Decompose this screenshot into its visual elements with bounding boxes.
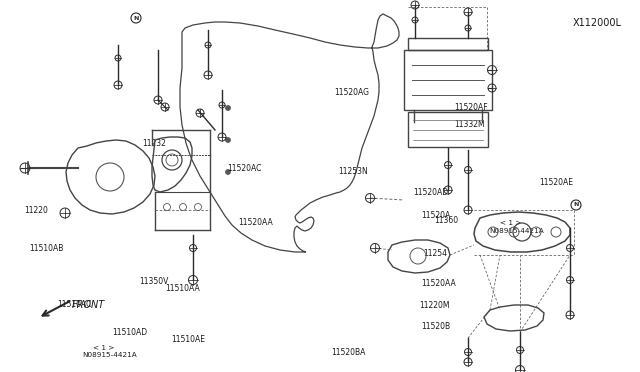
Text: 11520AC: 11520AC bbox=[227, 164, 262, 173]
Text: 11520A: 11520A bbox=[421, 211, 451, 219]
Text: 11232: 11232 bbox=[142, 139, 166, 148]
Text: 11220: 11220 bbox=[24, 206, 48, 215]
Text: 11510AE: 11510AE bbox=[172, 335, 205, 344]
Circle shape bbox=[225, 170, 230, 174]
Text: 11360: 11360 bbox=[434, 216, 458, 225]
Text: N08915-4421A: N08915-4421A bbox=[490, 228, 545, 234]
Text: < 1 >: < 1 > bbox=[500, 220, 522, 226]
Text: X112000L: X112000L bbox=[573, 18, 622, 28]
Circle shape bbox=[225, 106, 230, 110]
Text: 11520B: 11520B bbox=[421, 322, 451, 331]
Text: 11520AA: 11520AA bbox=[238, 218, 273, 227]
Text: N08915-4421A: N08915-4421A bbox=[82, 352, 137, 358]
Text: 11520AD: 11520AD bbox=[413, 188, 448, 197]
Text: 11350V: 11350V bbox=[140, 278, 169, 286]
Text: 11520AF: 11520AF bbox=[454, 103, 488, 112]
Text: 11520BA: 11520BA bbox=[332, 348, 366, 357]
Bar bbox=[408, 112, 488, 147]
Text: 11520AE: 11520AE bbox=[539, 178, 573, 187]
Text: 11510AA: 11510AA bbox=[165, 284, 200, 293]
Circle shape bbox=[225, 138, 230, 142]
Text: 11220M: 11220M bbox=[419, 301, 450, 310]
Text: 11510AD: 11510AD bbox=[112, 328, 147, 337]
Text: N: N bbox=[573, 202, 579, 208]
Bar bbox=[404, 50, 492, 110]
Text: 11520AA: 11520AA bbox=[421, 279, 456, 288]
Text: 11520AG: 11520AG bbox=[334, 88, 369, 97]
Text: 11510AC: 11510AC bbox=[58, 300, 92, 309]
Text: N: N bbox=[133, 16, 139, 20]
Text: 11253N: 11253N bbox=[338, 167, 367, 176]
Text: 11254: 11254 bbox=[424, 249, 448, 258]
Text: FRONT: FRONT bbox=[72, 300, 105, 310]
Text: < 1 >: < 1 > bbox=[93, 345, 114, 351]
Text: 11332M: 11332M bbox=[454, 120, 485, 129]
Text: 11510AB: 11510AB bbox=[29, 244, 63, 253]
